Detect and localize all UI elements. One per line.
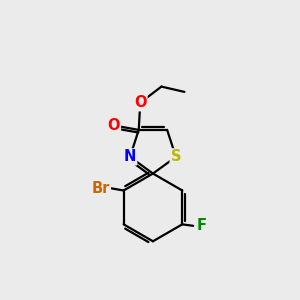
Text: O: O [134,95,146,110]
Text: Br: Br [92,181,110,196]
Text: S: S [171,149,181,164]
Text: N: N [124,149,136,164]
Text: F: F [196,218,206,233]
Text: O: O [107,118,120,133]
